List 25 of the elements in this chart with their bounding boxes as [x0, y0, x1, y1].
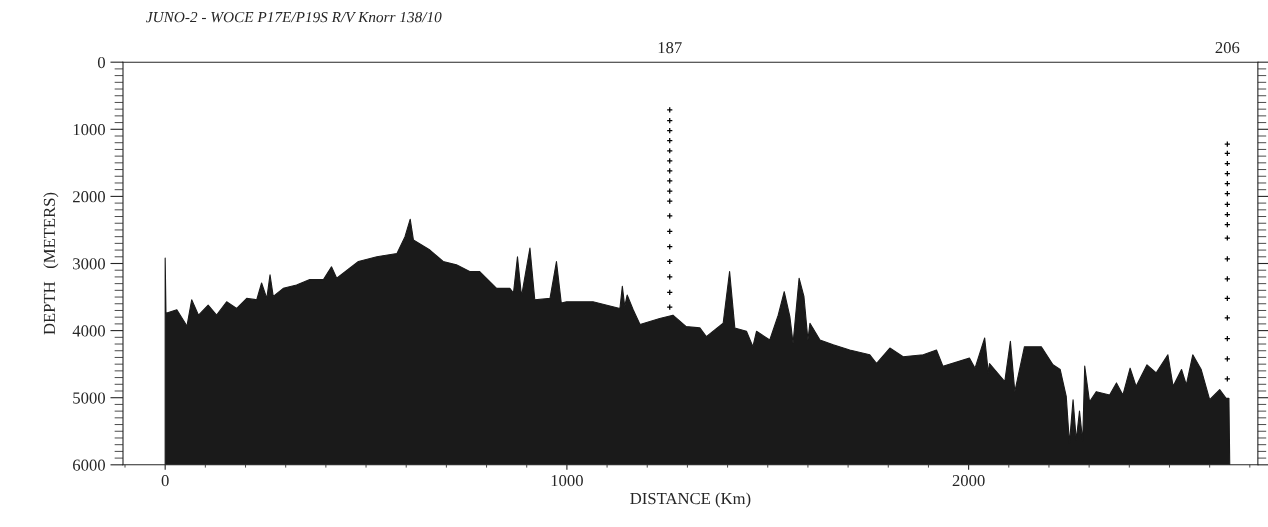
point — [666, 303, 673, 311]
y-tick-label: 5000 — [73, 392, 105, 404]
y-tick-label: 1000 — [73, 123, 105, 136]
x-tick-label: 0 — [161, 475, 169, 487]
x-axis-title: DISTANCE (Km) — [630, 492, 751, 508]
text: 187 — [658, 42, 682, 54]
x-tick-label: 2000 — [952, 475, 985, 487]
y-tick-label: 3000 — [73, 258, 105, 270]
point — [1224, 234, 1231, 242]
y-tick-label: 4000 — [72, 325, 105, 337]
text: 206 — [1215, 42, 1240, 54]
point — [666, 197, 673, 205]
point — [666, 167, 673, 175]
x-tick-label: 1000 — [551, 475, 583, 487]
point — [666, 187, 673, 195]
point — [1224, 275, 1231, 283]
y-tick-label: 6000 — [73, 459, 105, 471]
y-axis-title: DEPTH (METERS) — [43, 192, 59, 335]
chart-title: JUNO-2 - WOCE P17E/P19S R/V Knorr 138/10 — [146, 11, 442, 23]
y-tick-label: 0 — [97, 56, 105, 69]
point — [1224, 375, 1231, 383]
point — [666, 273, 673, 281]
y-tick-label: 2000 — [73, 191, 105, 203]
point — [1224, 140, 1231, 148]
point — [666, 177, 673, 185]
